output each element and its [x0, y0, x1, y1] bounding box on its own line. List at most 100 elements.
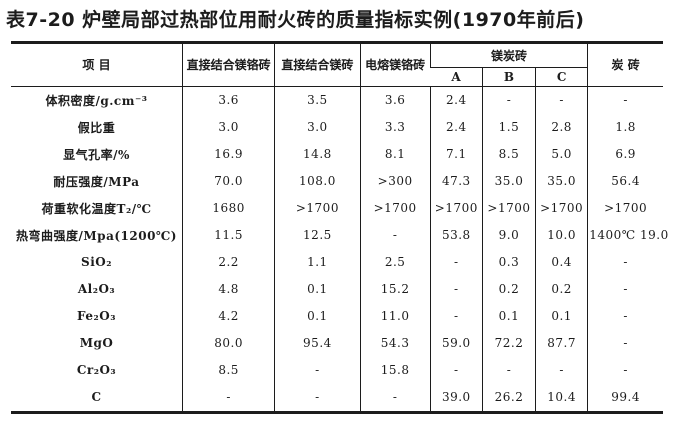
- cell: -: [587, 356, 663, 384]
- cell: 10.0: [535, 221, 588, 249]
- table-row: Al₂O₃ 4.8 0.1 15.2 - 0.2 0.2 -: [11, 275, 663, 303]
- row-label: 体积密度/g.cm⁻³: [45, 93, 148, 108]
- cell: -: [587, 329, 663, 357]
- row-label: SiO₂: [81, 255, 112, 270]
- cell: 80.0: [182, 329, 275, 357]
- cell: 0.2: [481, 275, 536, 303]
- cell: 8.1: [359, 140, 431, 168]
- cell: 1680: [182, 194, 275, 222]
- cell: 1400℃ 19.0: [587, 221, 668, 249]
- table-row: 荷重软化温度T₂/℃ 1680 >1700 >1700 >1700 >1700 …: [11, 194, 663, 222]
- cell: 3.6: [182, 86, 275, 114]
- cell: -: [274, 383, 361, 413]
- cell: -: [481, 86, 536, 114]
- cell: 1.1: [274, 248, 361, 276]
- cell: 0.1: [274, 302, 361, 330]
- cell: 1.8: [587, 113, 663, 141]
- cell: >300: [359, 167, 431, 195]
- cell: 16.9: [182, 140, 275, 168]
- table-row: 显气孔率/% 16.9 14.8 8.1 7.1 8.5 5.0 6.9: [11, 140, 663, 168]
- cell: 15.8: [359, 356, 431, 384]
- cell: -: [481, 356, 536, 384]
- cell: >1700: [481, 194, 536, 222]
- column-header-direct-bonded-magnesia: 直接结合镁砖: [274, 42, 361, 87]
- cell: 8.5: [481, 140, 536, 168]
- cell: >1700: [429, 194, 483, 222]
- table-row: 热弯曲强度/Mpa(1200℃) 11.5 12.5 - 53.8 9.0 10…: [11, 221, 668, 249]
- cell: 2.5: [359, 248, 431, 276]
- column-header-mag-carbon-group: 镁炭砖: [429, 42, 588, 68]
- row-label: Fe₂O₃: [77, 309, 116, 324]
- cell: 53.8: [429, 221, 483, 249]
- cell: >1700: [274, 194, 361, 222]
- header-row-sub: A B C: [11, 67, 663, 87]
- cell: 11.0: [359, 302, 431, 330]
- cell: 35.0: [481, 167, 536, 195]
- cell: -: [587, 302, 663, 330]
- table-row: C - - - 39.0 26.2 10.4 99.4: [11, 383, 663, 413]
- cell: 15.2: [359, 275, 431, 303]
- row-label: 假比重: [77, 120, 116, 135]
- cell: 0.1: [535, 302, 588, 330]
- cell: 47.3: [429, 167, 483, 195]
- cell: 4.8: [182, 275, 275, 303]
- cell: 54.3: [359, 329, 431, 357]
- cell: 0.1: [274, 275, 361, 303]
- row-label: 耐压强度/MPa: [53, 174, 140, 189]
- cell: 108.0: [274, 167, 361, 195]
- table-row: 耐压强度/MPa 70.0 108.0 >300 47.3 35.0 35.0 …: [11, 167, 663, 195]
- cell: -: [587, 86, 663, 114]
- cell: 2.4: [429, 86, 483, 114]
- cell: -: [429, 248, 483, 276]
- table-header: 项 目 直接结合镁铬砖 直接结合镁砖 电熔镁铬砖 镁炭砖 炭 砖 A B C: [11, 42, 663, 87]
- cell: 12.5: [274, 221, 361, 249]
- table-row: 假比重 3.0 3.0 3.3 2.4 1.5 2.8 1.8: [11, 113, 663, 141]
- cell: 59.0: [429, 329, 483, 357]
- cell: 0.2: [535, 275, 588, 303]
- header-row-main: 项 目 直接结合镁铬砖 直接结合镁砖 电熔镁铬砖 镁炭砖 炭 砖: [11, 42, 663, 87]
- cell: 99.4: [587, 383, 663, 413]
- cell: -: [587, 275, 663, 303]
- row-label: 荷重软化温度T₂/℃: [41, 201, 152, 216]
- cell: 0.3: [481, 248, 536, 276]
- column-header-fused-mag-chrome: 电熔镁铬砖: [359, 42, 431, 87]
- cell: 72.2: [481, 329, 536, 357]
- page-title: 表7-20 炉壁局部过热部位用耐火砖的质量指标实例(1970年前后): [6, 9, 585, 31]
- cell: 26.2: [481, 383, 536, 413]
- cell: 3.0: [274, 113, 361, 141]
- table-row: SiO₂ 2.2 1.1 2.5 - 0.3 0.4 -: [11, 248, 663, 276]
- cell: 70.0: [182, 167, 275, 195]
- table-row: Cr₂O₃ 8.5 - 15.8 - - - -: [11, 356, 663, 384]
- cell: 14.8: [274, 140, 361, 168]
- cell: 0.4: [535, 248, 588, 276]
- cell: -: [535, 356, 588, 384]
- row-label: 热弯曲强度/Mpa(1200℃): [16, 228, 177, 243]
- cell: 39.0: [429, 383, 483, 413]
- column-header-sub-a: A: [430, 67, 483, 87]
- cell: 3.3: [359, 113, 431, 141]
- cell: 2.2: [182, 248, 275, 276]
- cell: -: [429, 302, 483, 330]
- cell: >1700: [359, 194, 431, 222]
- row-label: Al₂O₃: [77, 282, 116, 297]
- cell: 9.0: [481, 221, 536, 249]
- cell: -: [535, 86, 588, 114]
- row-label: MgO: [79, 336, 114, 351]
- cell: 3.6: [359, 86, 431, 114]
- cell: >1700: [535, 194, 588, 222]
- cell: -: [429, 356, 483, 384]
- cell: 3.0: [182, 113, 275, 141]
- cell: 7.1: [429, 140, 483, 168]
- column-header-sub-c: C: [535, 67, 588, 87]
- cell: 10.4: [535, 383, 588, 413]
- cell: -: [274, 356, 361, 384]
- cell: -: [587, 248, 663, 276]
- table-row: 体积密度/g.cm⁻³ 3.6 3.5 3.6 2.4 - - -: [11, 86, 663, 114]
- cell: 4.2: [182, 302, 275, 330]
- quality-indicators-table: 项 目 直接结合镁铬砖 直接结合镁砖 电熔镁铬砖 镁炭砖 炭 砖 A B C 体…: [11, 40, 668, 414]
- cell: 35.0: [535, 167, 588, 195]
- table-row: Fe₂O₃ 4.2 0.1 11.0 - 0.1 0.1 -: [11, 302, 663, 330]
- cell: -: [359, 221, 431, 249]
- cell: 6.9: [587, 140, 663, 168]
- cell: -: [359, 383, 431, 413]
